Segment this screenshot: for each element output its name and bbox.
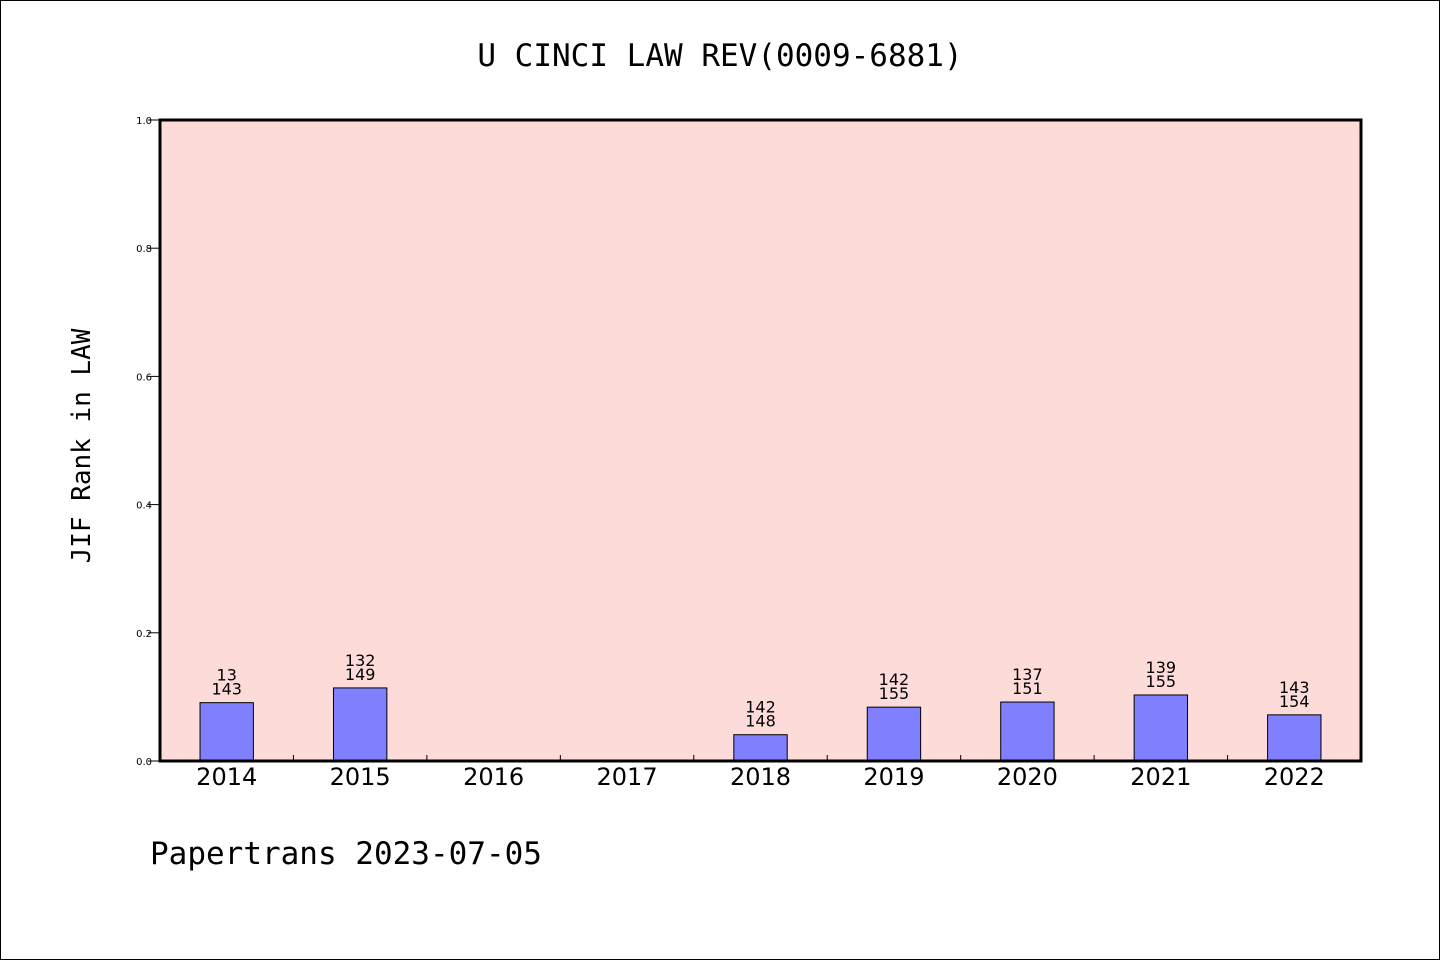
chart-title: U CINCI LAW REV(0009-6881) (477, 38, 962, 74)
bar-rank-label: 137 (1012, 665, 1043, 684)
y-tick-label: 0.8 (136, 244, 152, 255)
bar-rank-label: 142 (879, 670, 910, 689)
bar-rank-label: 132 (345, 651, 376, 670)
y-tick-label: 0.0 (136, 757, 152, 768)
bar-rank-label: 143 (1279, 678, 1310, 697)
bar-2018 (733, 734, 788, 762)
bar-rank-label: 13 (217, 666, 237, 685)
footer-text: Papertrans 2023-07-05 (150, 836, 542, 872)
plot-area (160, 120, 1361, 761)
x-tick-label: 2021 (1130, 763, 1191, 791)
x-tick-label: 2022 (1264, 763, 1325, 791)
y-tick-label: 0.4 (136, 501, 152, 512)
x-axis-ticks: 2014 2015 2016 2017 2018 2019 2020 2021 2022 (196, 755, 1325, 791)
x-tick-label: 2017 (597, 763, 658, 791)
bar-total-label: 148 (745, 712, 776, 731)
y-axis-label: JIF Rank in LAW (67, 328, 97, 563)
y-axis-ticks: 0.0 0.2 0.4 0.6 0.8 1.0 (136, 116, 160, 768)
bar-2015 (332, 687, 388, 762)
x-tick-label: 2015 (330, 763, 391, 791)
x-tick-label: 2014 (196, 763, 257, 791)
bar-total-label: 151 (1012, 679, 1043, 698)
bar-rank-label: 139 (1146, 658, 1177, 677)
bar-total-label: 149 (345, 665, 376, 684)
plot-border (158, 118, 1363, 763)
bar-total-label: 154 (1279, 692, 1310, 711)
y-tick-label: 0.2 (136, 629, 152, 640)
x-tick-label: 2019 (863, 763, 924, 791)
bar-total-label: 155 (1146, 672, 1177, 691)
y-tick-label: 1.0 (136, 116, 152, 127)
bar-total-label: 143 (211, 680, 242, 699)
bar-2019 (866, 706, 922, 762)
x-tick-label: 2018 (730, 763, 791, 791)
bar-2022 (1267, 714, 1322, 762)
x-tick-label: 2016 (463, 763, 524, 791)
x-tick-label: 2020 (997, 763, 1058, 791)
bar-total-label: 155 (879, 684, 910, 703)
bar-rank-label: 142 (745, 698, 776, 717)
bar-2021 (1133, 694, 1189, 762)
bar-2014 (199, 702, 254, 762)
bar-2020 (1000, 701, 1055, 762)
y-tick-label: 0.6 (136, 372, 152, 383)
